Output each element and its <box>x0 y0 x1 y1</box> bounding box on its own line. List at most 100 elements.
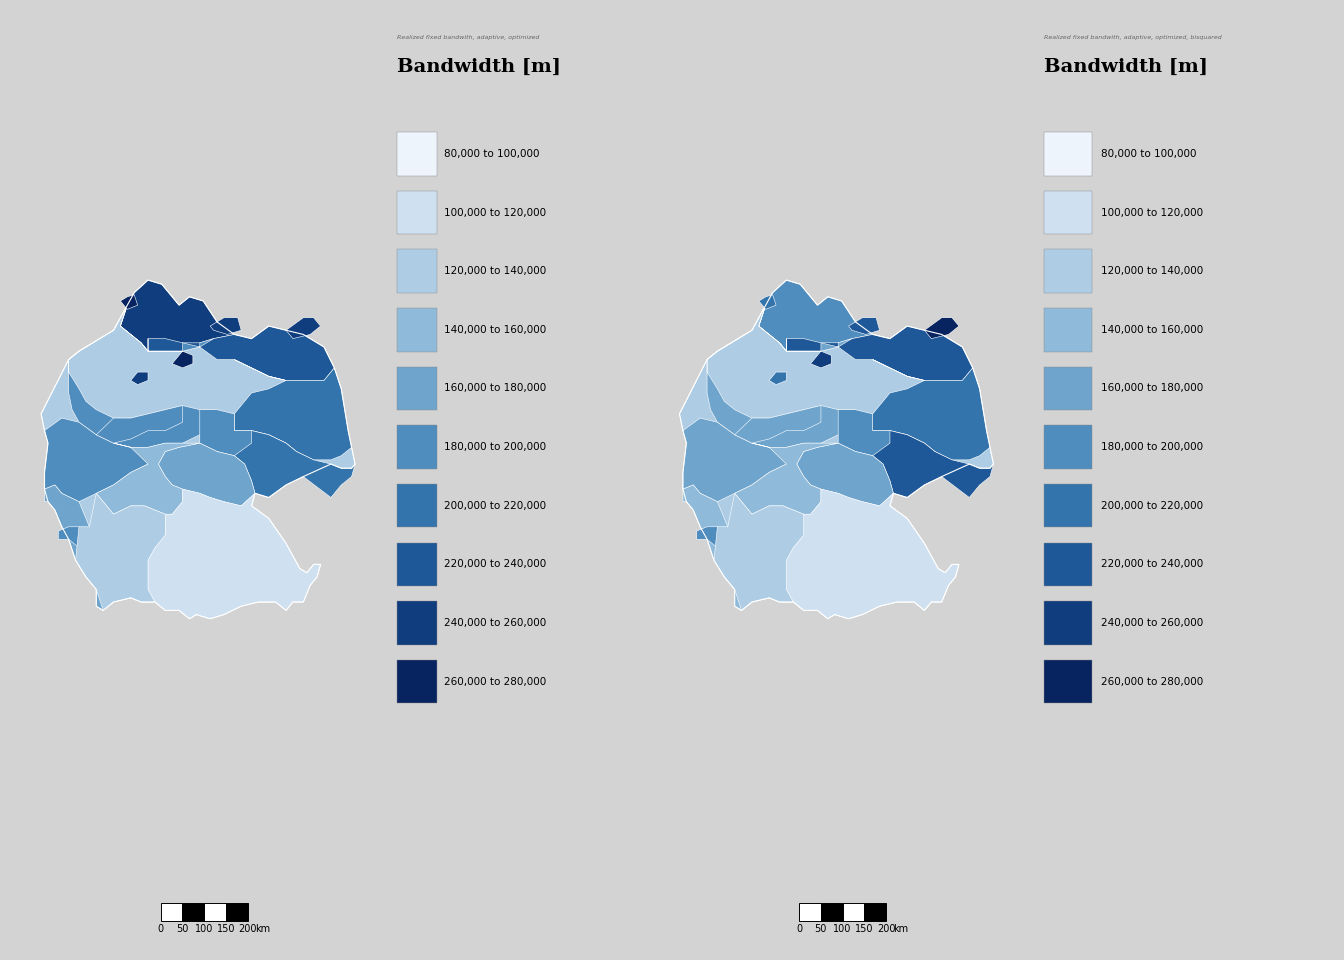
Text: 160,000 to 180,000: 160,000 to 180,000 <box>445 383 547 394</box>
Text: 140,000 to 160,000: 140,000 to 160,000 <box>445 324 547 335</box>
Polygon shape <box>707 305 855 447</box>
Bar <box>1044 191 1093 234</box>
Bar <box>398 484 437 527</box>
Bar <box>1044 308 1093 351</box>
Text: 220,000 to 240,000: 220,000 to 240,000 <box>1102 560 1204 569</box>
Polygon shape <box>159 444 255 506</box>
Text: 100,000 to 120,000: 100,000 to 120,000 <box>445 207 547 218</box>
Text: 80,000 to 100,000: 80,000 to 100,000 <box>445 149 540 158</box>
Text: 100: 100 <box>195 924 214 934</box>
Text: 260,000 to 280,000: 260,000 to 280,000 <box>445 677 547 686</box>
Polygon shape <box>234 360 352 460</box>
Polygon shape <box>148 490 321 619</box>
Polygon shape <box>121 295 137 309</box>
Polygon shape <box>872 431 993 497</box>
Polygon shape <box>200 410 297 468</box>
Text: 50: 50 <box>814 924 827 934</box>
Bar <box>843 903 864 921</box>
Polygon shape <box>44 485 130 611</box>
Polygon shape <box>121 280 234 351</box>
Text: km: km <box>894 924 909 934</box>
Polygon shape <box>872 360 991 460</box>
Text: 200: 200 <box>238 924 257 934</box>
Polygon shape <box>130 372 148 385</box>
Bar <box>1044 484 1093 527</box>
Bar <box>398 660 437 704</box>
Polygon shape <box>42 280 355 619</box>
Polygon shape <box>44 418 148 502</box>
Text: 220,000 to 240,000: 220,000 to 240,000 <box>445 560 547 569</box>
Polygon shape <box>683 485 769 611</box>
Text: Realized fixed bandwith, adaptive, optimized, bisquared: Realized fixed bandwith, adaptive, optim… <box>1044 35 1222 39</box>
Bar <box>398 132 437 176</box>
Polygon shape <box>97 405 183 444</box>
Polygon shape <box>69 305 216 447</box>
Text: 200,000 to 220,000: 200,000 to 220,000 <box>445 501 547 511</box>
Polygon shape <box>848 318 879 334</box>
Polygon shape <box>839 410 935 468</box>
Text: 260,000 to 280,000: 260,000 to 280,000 <box>1102 677 1204 686</box>
Bar <box>1044 132 1093 176</box>
Text: 100: 100 <box>833 924 852 934</box>
Polygon shape <box>925 318 960 339</box>
Polygon shape <box>75 493 165 611</box>
Bar <box>183 903 204 921</box>
Text: Bandwidth [m]: Bandwidth [m] <box>1044 59 1208 76</box>
Text: 150: 150 <box>855 924 874 934</box>
Bar <box>1044 660 1093 704</box>
Text: 0: 0 <box>157 924 164 934</box>
Polygon shape <box>759 295 775 309</box>
Polygon shape <box>769 372 786 385</box>
Text: km: km <box>255 924 270 934</box>
Bar <box>864 903 886 921</box>
Bar <box>161 903 183 921</box>
Bar <box>1044 367 1093 410</box>
Text: 50: 50 <box>176 924 188 934</box>
Bar <box>398 542 437 587</box>
Text: 140,000 to 160,000: 140,000 to 160,000 <box>1102 324 1204 335</box>
Text: 200,000 to 220,000: 200,000 to 220,000 <box>1102 501 1203 511</box>
Polygon shape <box>714 493 804 611</box>
Text: 80,000 to 100,000: 80,000 to 100,000 <box>1102 149 1198 158</box>
Bar <box>1044 601 1093 645</box>
Polygon shape <box>735 405 821 444</box>
Polygon shape <box>810 351 832 368</box>
Polygon shape <box>97 444 200 515</box>
Polygon shape <box>680 280 993 619</box>
Bar <box>1044 425 1093 468</box>
Polygon shape <box>786 326 973 380</box>
Polygon shape <box>234 431 355 497</box>
Bar <box>821 903 843 921</box>
Polygon shape <box>696 527 727 547</box>
Polygon shape <box>148 326 335 380</box>
Bar <box>798 903 821 921</box>
Bar <box>398 425 437 468</box>
Polygon shape <box>286 318 321 339</box>
Text: Realized fixed bandwith, adaptive, optimized: Realized fixed bandwith, adaptive, optim… <box>398 35 539 39</box>
Text: 200: 200 <box>876 924 895 934</box>
Bar <box>226 903 247 921</box>
Polygon shape <box>210 318 241 334</box>
Polygon shape <box>735 444 839 515</box>
Polygon shape <box>58 527 89 547</box>
Polygon shape <box>925 393 949 414</box>
Bar <box>398 601 437 645</box>
Text: 240,000 to 260,000: 240,000 to 260,000 <box>1102 618 1204 628</box>
Text: 160,000 to 180,000: 160,000 to 180,000 <box>1102 383 1204 394</box>
Text: 120,000 to 140,000: 120,000 to 140,000 <box>445 266 547 276</box>
Text: 100,000 to 120,000: 100,000 to 120,000 <box>1102 207 1203 218</box>
Bar <box>204 903 226 921</box>
Text: 240,000 to 260,000: 240,000 to 260,000 <box>445 618 547 628</box>
Bar <box>1044 542 1093 587</box>
Text: 120,000 to 140,000: 120,000 to 140,000 <box>1102 266 1204 276</box>
Polygon shape <box>683 418 786 502</box>
Polygon shape <box>172 351 194 368</box>
Text: 150: 150 <box>216 924 235 934</box>
Polygon shape <box>797 444 894 506</box>
Bar <box>398 191 437 234</box>
Text: 0: 0 <box>796 924 802 934</box>
Bar <box>398 250 437 293</box>
Polygon shape <box>786 490 960 619</box>
Text: Bandwidth [m]: Bandwidth [m] <box>398 59 562 76</box>
Bar <box>398 367 437 410</box>
